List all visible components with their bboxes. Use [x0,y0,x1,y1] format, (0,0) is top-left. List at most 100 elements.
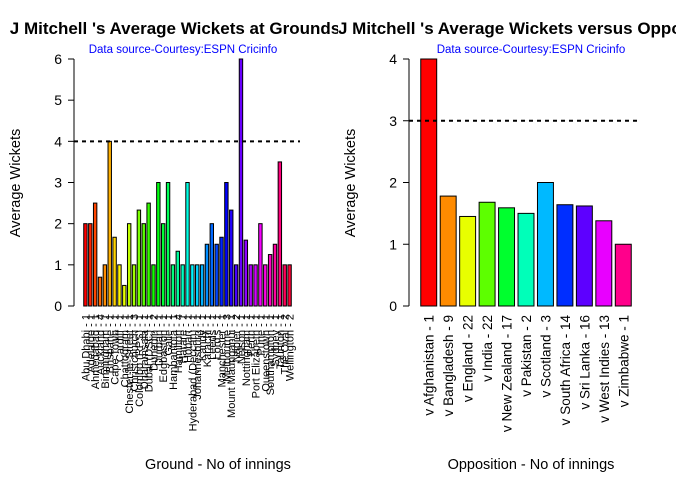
category-label: Nelson - 1 [236,314,248,364]
bar [556,204,574,307]
bar [439,195,457,307]
bar [204,243,210,307]
category-label: Wellington - 2 [285,314,297,381]
bar [282,264,287,307]
y-tick-label: 0 [54,298,62,314]
category-label: Colombo (RPS) - 1 [134,314,146,407]
category-label: Christchurch - 3 [129,314,141,392]
left-chart-title: J Mitchell 's Average Wickets at Grounds [10,19,340,38]
category-label: Napier - 2 [231,314,243,362]
right-chart-title: J Mitchell 's Average Wickets versus Opp… [338,19,676,38]
category-label: Hamilton - 4 [173,314,185,373]
bar [272,243,278,307]
category-label: The Oval - 2 [280,314,292,375]
category-label: Southampton - 1 [265,314,277,395]
bar [141,223,146,307]
left-y-axis: 0 1 2 3 4 5 6 [54,51,75,314]
y-tick-label: 2 [389,175,397,191]
category-label: Dunedin - 2 [148,314,160,371]
bar [287,264,292,307]
right-y-axis: 0 1 2 3 4 [389,51,410,314]
category-label: Leeds - 1 [207,314,219,360]
left-bars [74,58,300,307]
y-tick-label: 4 [54,133,62,149]
bar [224,182,229,307]
bar [248,264,253,307]
y-tick-label: 1 [389,236,397,252]
category-label: Chester-le-Street - 1 [124,314,136,414]
category-label: Melbourne - 3 [221,314,233,382]
bar [83,223,88,307]
bar [498,207,516,307]
right-chart: J Mitchell 's Average Wickets versus Opp… [338,19,676,473]
category-label: v West Indies - 13 [597,315,612,423]
category-label: Manchester - 1 [217,314,229,387]
category-label: v Pakistan - 2 [519,315,534,397]
category-label: Karachi - 1 [202,314,214,367]
category-label: Mount Maunganui - 1 [226,314,238,418]
category-label: Taunton - 1 [275,314,287,369]
y-tick-label: 1 [54,257,62,273]
category-label: Kandy - 1 [197,314,209,361]
category-label: v England - 22 [461,315,476,402]
bar [156,182,161,307]
category-label: Adelaide - 1 [85,314,97,373]
bar [517,212,535,307]
bar [190,264,195,307]
category-label: Perth - 1 [246,314,258,356]
left-y-axis-label: Average Wickets [8,129,24,238]
y-tick-label: 4 [389,51,397,67]
category-label: v India - 22 [480,315,495,382]
bar [151,264,156,307]
bar [107,140,112,307]
bar [112,236,117,307]
bar [575,205,593,307]
bar [122,284,127,307]
category-label: Nottingham - 1 [241,314,253,386]
y-tick-label: 3 [389,113,397,129]
bar [243,239,249,307]
bar [233,264,239,307]
category-label: Port Elizabeth - 1 [251,314,263,398]
bar [459,215,477,307]
bar [267,254,273,307]
category-label: Chattogram - 1 [119,314,131,387]
bar [420,58,438,307]
bar [209,223,215,307]
category-label: v Sri Lanka - 16 [577,315,592,410]
bar [595,220,613,307]
category-label: v Scotland - 3 [538,315,553,398]
bar [92,202,98,307]
bar [88,223,93,307]
category-label: Hobart - 1 [183,314,195,363]
category-label: Lord's - 1 [212,314,224,360]
bar [131,264,137,307]
bar [536,182,554,307]
bar [165,182,171,307]
category-label: Hyderabad (Deccan) - 1 [187,314,199,431]
category-label: Dubai (DSC) - 1 [144,314,156,392]
bar [258,223,263,307]
category-label: v Zimbabwe - 1 [616,315,631,407]
right-chart-subtitle: Data source-Courtesy:ESPN Cricinfo [437,44,626,56]
category-label: Queenstown - 1 [260,314,272,392]
category-label: Dharamsala - 1 [139,314,151,389]
bar [180,264,185,307]
left-chart-subtitle: Data source-Courtesy:ESPN Cricinfo [89,44,278,56]
category-label: Abu Dhabi - 1 [80,314,92,381]
bar [126,223,132,307]
category-label: Birmingham - 1 [100,314,112,389]
category-label: Ahmedabad - 1 [90,314,102,389]
y-tick-label: 5 [54,92,62,108]
category-label: Sydney - 1 [270,314,282,367]
bar [136,209,142,307]
right-category-labels: v Afghanistan - 1 v Bangladesh - 9 v Engla… [422,315,632,433]
category-label: Johannesburg - 1 [192,314,204,400]
category-label: Auckland - 4 [95,314,107,375]
category-label: v Afghanistan - 1 [422,315,437,416]
bar [97,276,103,307]
bar [170,264,176,307]
bar [102,264,108,307]
bar [214,243,219,307]
bar [185,182,190,307]
